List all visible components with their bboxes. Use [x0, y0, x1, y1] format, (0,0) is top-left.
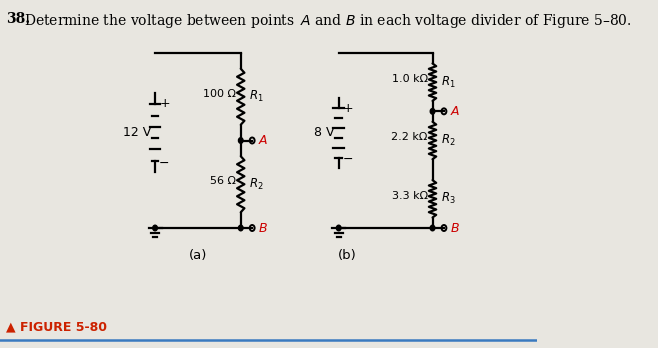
Circle shape: [430, 225, 435, 231]
Text: $A$: $A$: [258, 134, 268, 147]
Text: $R_1$: $R_1$: [441, 74, 455, 90]
Circle shape: [238, 225, 243, 231]
Text: 12 V: 12 V: [123, 126, 151, 139]
Text: −: −: [343, 152, 353, 166]
Text: $R_1$: $R_1$: [249, 89, 264, 104]
Text: 38.: 38.: [6, 12, 30, 26]
Text: (b): (b): [338, 250, 356, 262]
Text: $A$: $A$: [449, 105, 460, 118]
Text: $R_3$: $R_3$: [441, 191, 455, 206]
Text: $R_2$: $R_2$: [441, 133, 455, 148]
Circle shape: [336, 225, 341, 231]
Text: 3.3 kΩ: 3.3 kΩ: [392, 191, 428, 201]
Text: +: +: [343, 102, 353, 114]
Text: $R_2$: $R_2$: [249, 177, 263, 192]
Text: 100 Ω: 100 Ω: [203, 89, 236, 99]
Text: 2.2 kΩ: 2.2 kΩ: [392, 133, 428, 142]
Circle shape: [430, 109, 435, 114]
Text: $B$: $B$: [258, 221, 268, 235]
Text: (a): (a): [189, 250, 207, 262]
Text: $B$: $B$: [449, 221, 459, 235]
Text: −: −: [159, 157, 170, 170]
Text: 8 V: 8 V: [314, 126, 335, 139]
Text: Determine the voltage between points  $A$ and $B$ in each voltage divider of Fig: Determine the voltage between points $A$…: [24, 12, 632, 30]
Text: 1.0 kΩ: 1.0 kΩ: [392, 74, 428, 84]
Text: ▲ FIGURE 5-80: ▲ FIGURE 5-80: [6, 320, 107, 333]
Text: 56 Ω: 56 Ω: [210, 176, 236, 186]
Text: +: +: [159, 97, 170, 110]
Circle shape: [153, 225, 157, 231]
Circle shape: [238, 138, 243, 143]
